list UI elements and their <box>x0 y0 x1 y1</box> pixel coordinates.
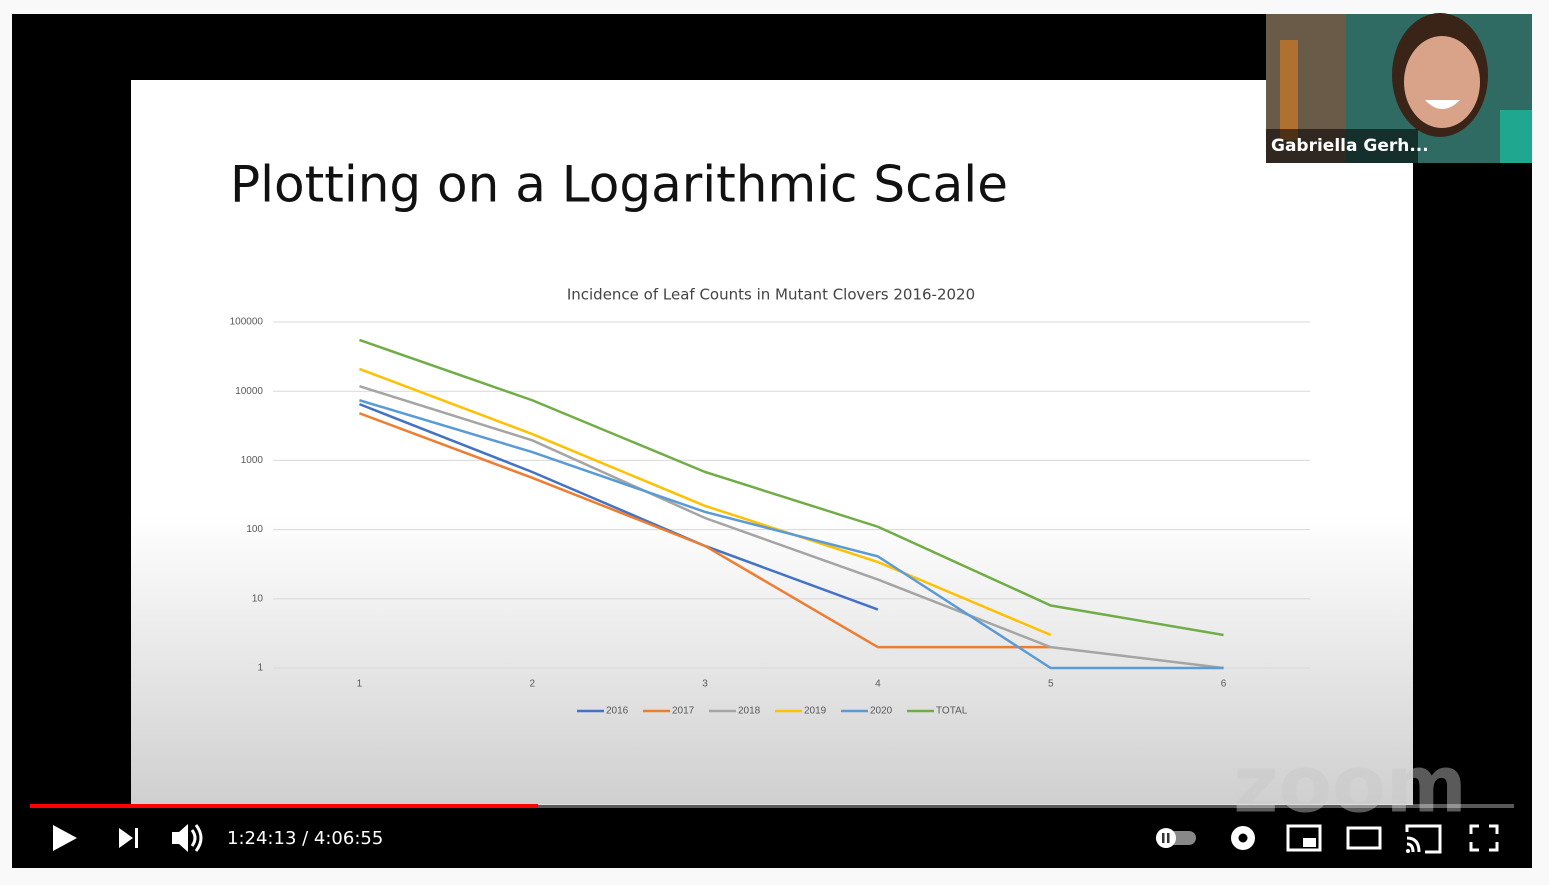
legend-label: TOTAL <box>936 706 968 717</box>
series-line <box>358 367 1052 637</box>
participant-name: Gabriella Gerh... <box>1271 136 1429 156</box>
cast-button[interactable] <box>1405 824 1442 854</box>
time-display: 1:24:13 / 4:06:55 <box>227 828 383 849</box>
x-tick-label: 4 <box>875 679 881 690</box>
series-line <box>358 412 1051 649</box>
chart: 1 10 100 1000 10000 100000 1 2 3 4 5 6 2016 2017 2018 2… <box>230 317 1310 717</box>
series-line <box>358 402 879 611</box>
x-tick-label: 6 <box>1221 679 1227 690</box>
series-line <box>359 338 1224 637</box>
legend-label: 2019 <box>804 706 827 717</box>
x-tick-label: 2 <box>529 679 535 690</box>
legend-label: 2020 <box>870 706 893 717</box>
legend-label: 2017 <box>672 706 695 717</box>
x-tick-label: 3 <box>702 679 708 690</box>
y-tick-label: 10000 <box>235 386 263 397</box>
legend-label: 2018 <box>738 706 761 717</box>
y-tick-label: 10 <box>252 593 264 604</box>
progress-played[interactable] <box>30 804 538 808</box>
slide-title: Plotting on a Logarithmic Scale <box>230 156 1008 214</box>
legend-label: 2016 <box>606 706 629 717</box>
webcam-tile: Gabriella Gerh... <box>1266 13 1532 163</box>
next-button[interactable] <box>119 828 138 848</box>
theater-button[interactable] <box>1346 826 1382 850</box>
chart-title: Incidence of Leaf Counts in Mutant Clove… <box>567 286 975 304</box>
x-tick-label: 5 <box>1048 679 1054 690</box>
fullscreen-button[interactable] <box>1469 824 1499 852</box>
y-tick-label: 100000 <box>230 317 264 328</box>
autoplay-toggle[interactable] <box>1156 828 1196 848</box>
y-tick-label: 100 <box>246 524 263 535</box>
series-line <box>359 385 1224 670</box>
volume-button[interactable] <box>172 824 203 852</box>
watermark: zoom <box>1233 740 1467 830</box>
series-line <box>359 399 1224 670</box>
progress-track[interactable] <box>30 804 1514 808</box>
play-button[interactable] <box>53 825 77 851</box>
x-tick-label: 1 <box>357 679 363 690</box>
y-tick-label: 1 <box>257 663 263 674</box>
miniplayer-button[interactable] <box>1286 824 1322 852</box>
y-tick-label: 1000 <box>241 455 264 466</box>
settings-button[interactable] <box>1231 826 1255 850</box>
slide <box>131 80 1413 805</box>
